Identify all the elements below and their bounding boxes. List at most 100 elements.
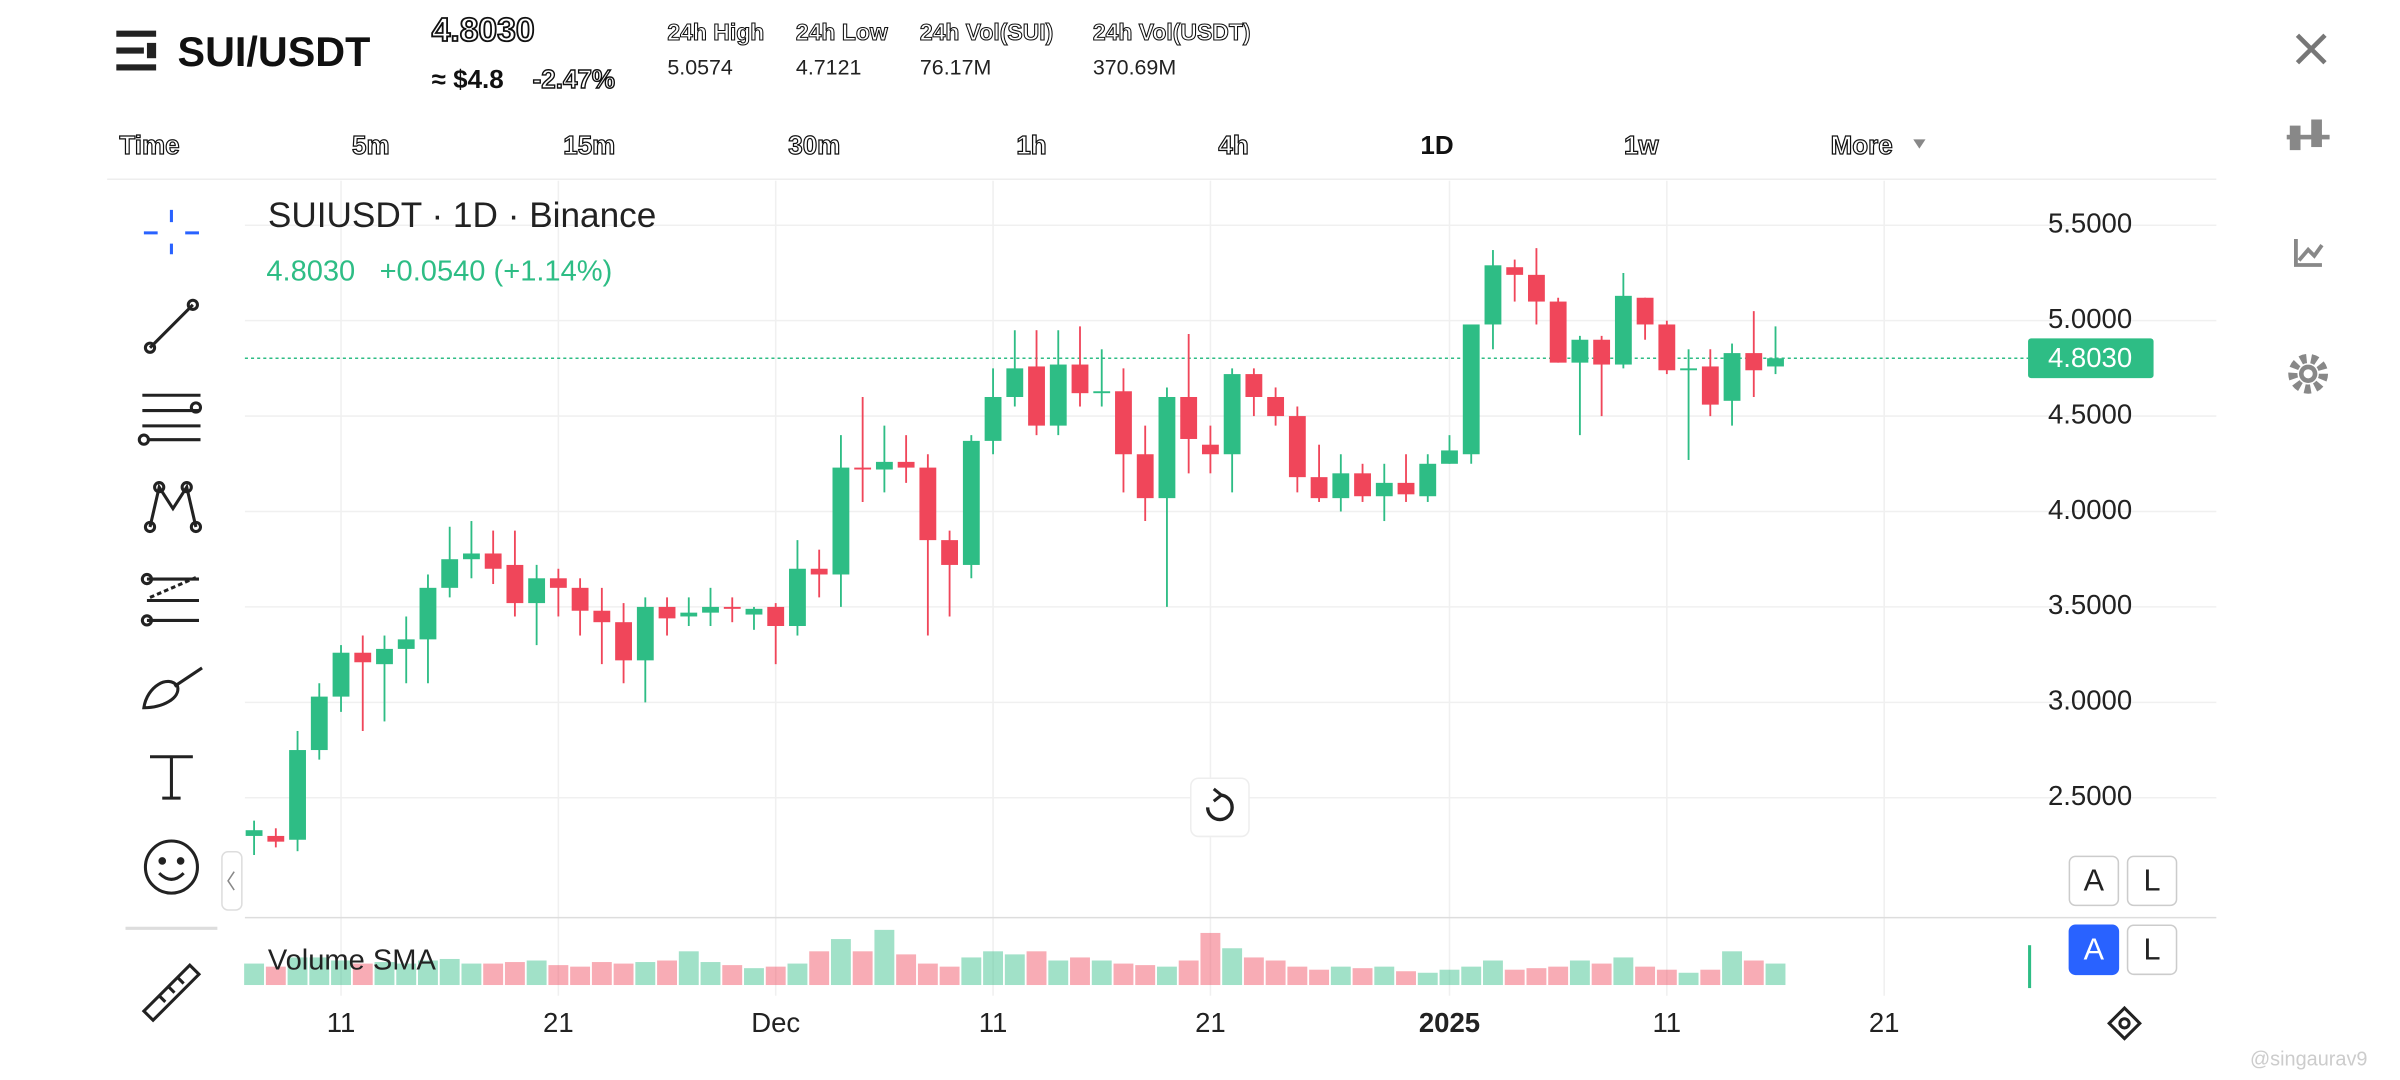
stat-value: 76.17M	[920, 56, 991, 80]
candle-body	[1049, 364, 1067, 426]
candle-body	[1180, 396, 1198, 439]
crosshair-tool[interactable]	[143, 209, 199, 255]
timeframe-tab[interactable]: 4h	[1218, 129, 1250, 160]
fib-tool[interactable]	[137, 393, 203, 446]
timeframe-tab[interactable]: More	[1830, 129, 1893, 160]
candle-body	[875, 461, 893, 470]
candle-body	[1375, 482, 1393, 497]
candle-body	[702, 606, 719, 613]
volume-bar	[765, 966, 786, 986]
candle-body	[571, 587, 589, 611]
scale-button[interactable]	[2068, 855, 2120, 907]
projection-tool[interactable]	[140, 572, 199, 627]
volume-bar	[265, 966, 286, 986]
last-price-label: 4.8030	[2048, 342, 2132, 373]
collapse-toolbar[interactable]	[221, 850, 243, 911]
volume-bar	[896, 954, 917, 986]
volume-bar	[1569, 960, 1590, 986]
timeframe-tab[interactable]: 1w	[1623, 129, 1660, 160]
scale-button[interactable]	[2068, 924, 2120, 976]
volume-bar	[1352, 968, 1373, 986]
timeframe-tab[interactable]: 1D	[1420, 130, 1453, 160]
volume-bar	[352, 963, 373, 986]
more-arrow	[1913, 139, 1926, 149]
change: -2.47%	[533, 64, 615, 94]
volume-bar	[1743, 960, 1764, 986]
volume-bar	[678, 951, 699, 986]
volume-bar	[1113, 963, 1134, 986]
candle-body	[267, 835, 285, 842]
timeframe-tab[interactable]: 1h	[1016, 129, 1048, 160]
candle-body	[1288, 416, 1306, 478]
collapse-arrow	[227, 871, 235, 891]
candle-body	[854, 467, 872, 470]
volume-label: Volume SMA	[268, 945, 437, 977]
reset-button[interactable]	[1190, 777, 1250, 838]
candle-body	[289, 750, 306, 840]
ruler-tool[interactable]	[141, 962, 202, 1023]
volume-bar	[657, 960, 677, 986]
candle-body	[767, 606, 785, 627]
settings-diamond[interactable]	[2107, 1005, 2142, 1041]
trend-line-tool[interactable]	[143, 298, 199, 354]
candle-body	[1506, 267, 1524, 275]
timeframe-tab[interactable]: 30m	[788, 129, 841, 160]
brush-tool[interactable]	[142, 666, 203, 710]
candle-body	[1701, 366, 1719, 405]
volume-bar	[917, 963, 938, 986]
volume-bar	[483, 963, 504, 986]
volume-bar	[744, 968, 764, 986]
volume-bar	[1678, 972, 1699, 986]
candle-body	[1223, 374, 1241, 455]
scale-button-label: L	[2144, 863, 2161, 897]
stat-label: 24h Vol(SUI)	[920, 19, 1053, 45]
candle-body	[1680, 368, 1697, 371]
volume-bar	[548, 965, 569, 986]
volume-bar	[1309, 969, 1330, 986]
candle-body	[1614, 295, 1632, 365]
volume-bar	[1461, 966, 1482, 986]
timeframe-tab[interactable]: 5m	[351, 129, 390, 160]
timeframe-tab[interactable]: 15m	[563, 129, 616, 160]
candle-body	[723, 606, 741, 609]
emoji-tool[interactable]	[143, 839, 199, 895]
symbol: SUI/USDT	[178, 29, 371, 75]
candle-body	[1354, 473, 1371, 497]
pattern-tool[interactable]	[143, 481, 203, 534]
indicator-icon[interactable]	[2286, 119, 2330, 151]
volume-bar	[1656, 969, 1677, 986]
candle-body	[1658, 324, 1676, 371]
volume-bar	[1635, 966, 1656, 986]
candle-body	[1245, 374, 1263, 397]
candle-body	[832, 467, 850, 575]
volume-bar	[309, 957, 330, 986]
close-button[interactable]	[2295, 33, 2327, 65]
candle-body	[941, 540, 959, 565]
candle-body	[441, 559, 459, 588]
price: 4.8030	[432, 12, 535, 49]
text-tool[interactable]	[150, 755, 193, 800]
candle-body	[1723, 353, 1741, 401]
y-tick-label: 5.0000	[2048, 303, 2132, 334]
volume-bar	[1483, 960, 1503, 986]
stat-value: 5.0574	[667, 56, 733, 80]
timeframe-tab[interactable]: Time	[119, 129, 180, 160]
chart-icon[interactable]	[2294, 238, 2324, 267]
menu-icon[interactable]	[116, 30, 157, 71]
volume-bar	[504, 962, 525, 986]
candle-body	[919, 467, 937, 541]
volume-bar	[1417, 972, 1438, 986]
scale-button-label: A	[2084, 863, 2105, 897]
candle-body	[1593, 339, 1611, 365]
settings-icon[interactable]	[2288, 353, 2329, 394]
volume-bar	[1330, 966, 1351, 986]
volume-bar	[1287, 966, 1308, 986]
scale-button[interactable]	[2126, 855, 2178, 907]
scale-button[interactable]	[2126, 924, 2178, 976]
candle-body	[1571, 339, 1589, 363]
volume-bar	[1178, 960, 1199, 986]
candle-body	[463, 553, 480, 560]
volume-bar	[613, 963, 634, 986]
stat-value: 370.69M	[1093, 56, 1176, 80]
candle-body	[1528, 274, 1545, 302]
